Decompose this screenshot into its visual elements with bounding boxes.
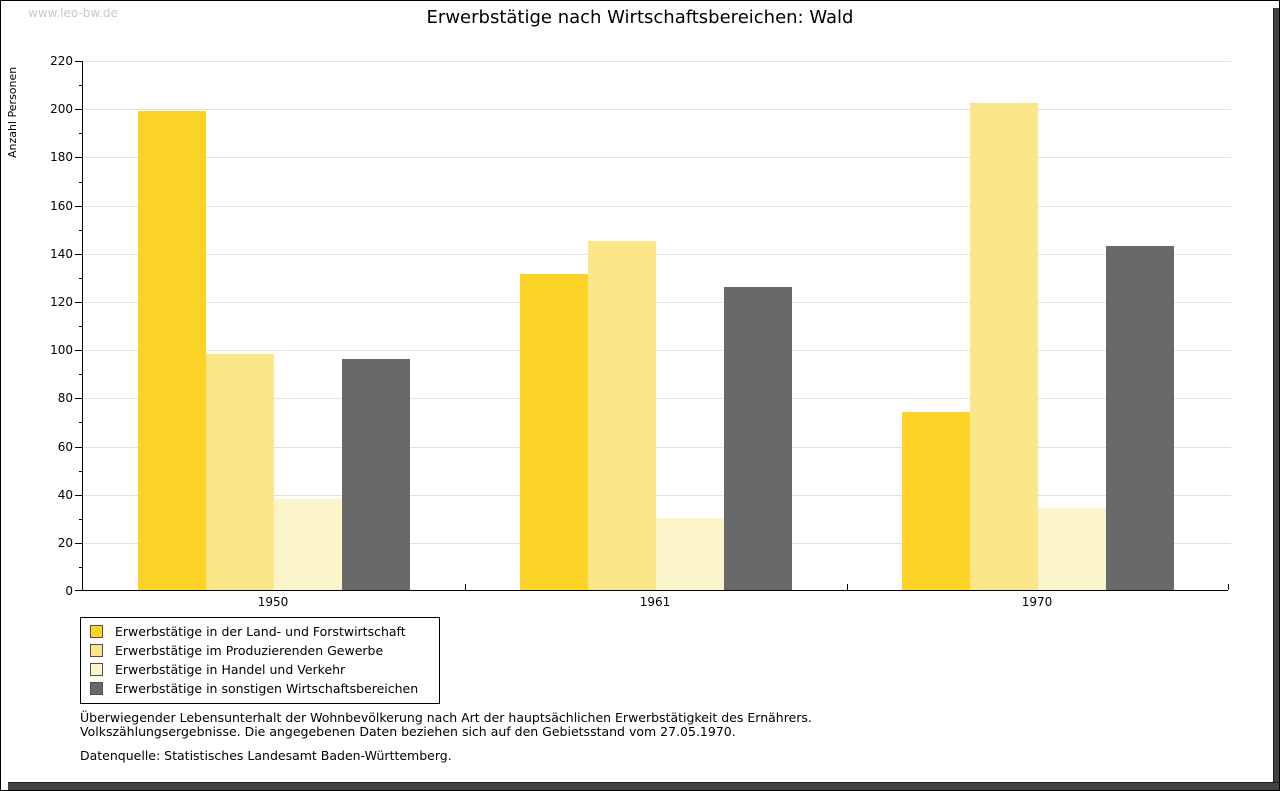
y-tick-label-100: 100 [50,343,73,358]
legend-label-1: Erwerbstätige in der Land- und Forstwirt… [115,624,406,639]
plot-area [75,61,1231,591]
y-tick-label-160: 160 [50,198,73,213]
legend-swatch-2 [90,644,103,657]
legend-swatch-1 [90,625,103,638]
chart-legend: Erwerbstätige in der Land- und Forstwirt… [80,617,440,704]
y-tick-40 [75,494,82,496]
gridline-y-220 [83,61,1231,62]
bar-1961-series-2 [588,240,656,590]
gridline-y-160 [83,205,1231,207]
legend-row-4: Erwerbstätige in sonstigen Wirtschaftsbe… [90,679,429,698]
footnote-line-1: Überwiegender Lebensunterhalt der Wohnbe… [80,710,812,725]
y-tick-100 [75,350,82,352]
y-tick-label-220: 220 [50,54,73,68]
bar-1961-series-1 [520,274,588,590]
legend-label-4: Erwerbstätige in sonstigen Wirtschaftsbe… [115,681,419,696]
bar-1950-series-4 [342,358,410,590]
y-minor-tick-90 [79,374,82,376]
y-tick-220 [75,61,82,62]
gridline-y-80 [83,398,1231,400]
watermark-url: www.leo-bw.de [28,6,118,20]
x-tick-label-1961: 1961 [639,595,671,609]
y-minor-tick-130 [79,277,82,279]
bar-1970-series-2 [970,103,1038,590]
y-minor-tick-150 [79,229,82,231]
legend-row-3: Erwerbstätige in Handel und Verkehr [90,660,429,679]
bottom-shadow-bar [8,782,1279,790]
bar-1950-series-1 [138,110,206,590]
x-axis-tick-labels: 1950 1961 1970 [82,595,1228,611]
y-tick-140 [75,253,82,255]
x-boundary-tick-2 [847,584,848,590]
y-tick-20 [75,542,82,544]
gridline-y-180 [83,157,1231,159]
legend-row-1: Erwerbstätige in der Land- und Forstwirt… [90,622,429,641]
y-tick-label-120: 120 [50,294,73,309]
y-minor-tick-30 [79,518,82,520]
legend-swatch-4 [90,682,103,695]
x-boundary-tick-3 [1228,584,1229,590]
y-tick-180 [75,157,82,159]
x-boundary-tick-1 [465,584,466,590]
y-axis-tick-labels: 0 20 40 60 80 100 120 140 160 180 200 220 [0,54,73,598]
y-tick-label-80: 80 [57,391,73,406]
gridline-y-120 [83,301,1231,303]
y-minor-tick-110 [79,326,82,327]
y-tick-120 [75,301,82,303]
bar-1970-series-4 [1106,245,1174,590]
legend-label-2: Erwerbstätige im Produzierenden Gewerbe [115,643,384,658]
y-tick-label-140: 140 [50,246,73,261]
bar-1950-series-3 [274,498,342,590]
gridline-y-140 [83,253,1231,255]
bar-1970-series-3 [1038,508,1106,590]
y-tick-label-20: 20 [57,535,73,550]
y-tick-60 [75,446,82,448]
y-tick-label-0: 0 [65,584,73,598]
gridline-y-100 [83,350,1231,352]
gridline-y-40 [83,494,1231,496]
y-minor-tick-170 [79,181,82,183]
chart-title: Erwerbstätige nach Wirtschaftsbereichen:… [426,7,854,28]
x-tick-label-1950: 1950 [257,595,289,609]
bar-1970-series-1 [902,411,970,590]
legend-label-3: Erwerbstätige in Handel und Verkehr [115,662,346,677]
y-minor-tick-190 [79,133,82,135]
y-tick-200 [75,109,82,111]
y-tick-label-40: 40 [57,487,73,502]
y-minor-tick-70 [79,422,82,424]
y-minor-tick-10 [79,566,82,568]
legend-swatch-3 [90,663,103,676]
data-source-text: Datenquelle: Statistisches Landesamt Bad… [80,748,452,763]
y-tick-80 [75,398,82,400]
y-tick-0 [75,590,82,591]
legend-row-2: Erwerbstätige im Produzierenden Gewerbe [90,641,429,660]
bar-1961-series-4 [724,286,792,590]
y-tick-label-180: 180 [50,150,73,165]
right-shadow-bar [1273,8,1279,790]
footnote-text: Überwiegender Lebensunterhalt der Wohnbe… [80,711,812,739]
footnote-line-2: Volkszählungsergebnisse. Die angegebenen… [80,724,736,739]
gridline-y-200 [83,109,1231,111]
bar-1961-series-3 [656,517,724,590]
y-tick-label-60: 60 [57,439,73,454]
gridline-y-60 [83,446,1231,448]
bar-1950-series-2 [206,353,274,590]
y-minor-tick-210 [79,85,82,87]
x-tick-label-1970: 1970 [1021,595,1053,609]
y-minor-tick-50 [79,470,82,472]
y-tick-label-200: 200 [50,102,73,117]
y-tick-160 [75,205,82,207]
